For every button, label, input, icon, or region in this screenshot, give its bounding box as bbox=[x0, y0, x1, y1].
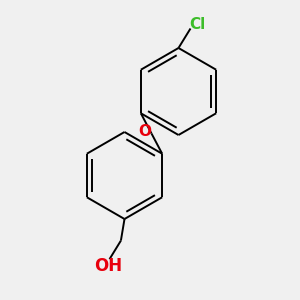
Text: Cl: Cl bbox=[189, 17, 205, 32]
Text: OH: OH bbox=[94, 257, 122, 275]
Text: O: O bbox=[138, 124, 152, 139]
